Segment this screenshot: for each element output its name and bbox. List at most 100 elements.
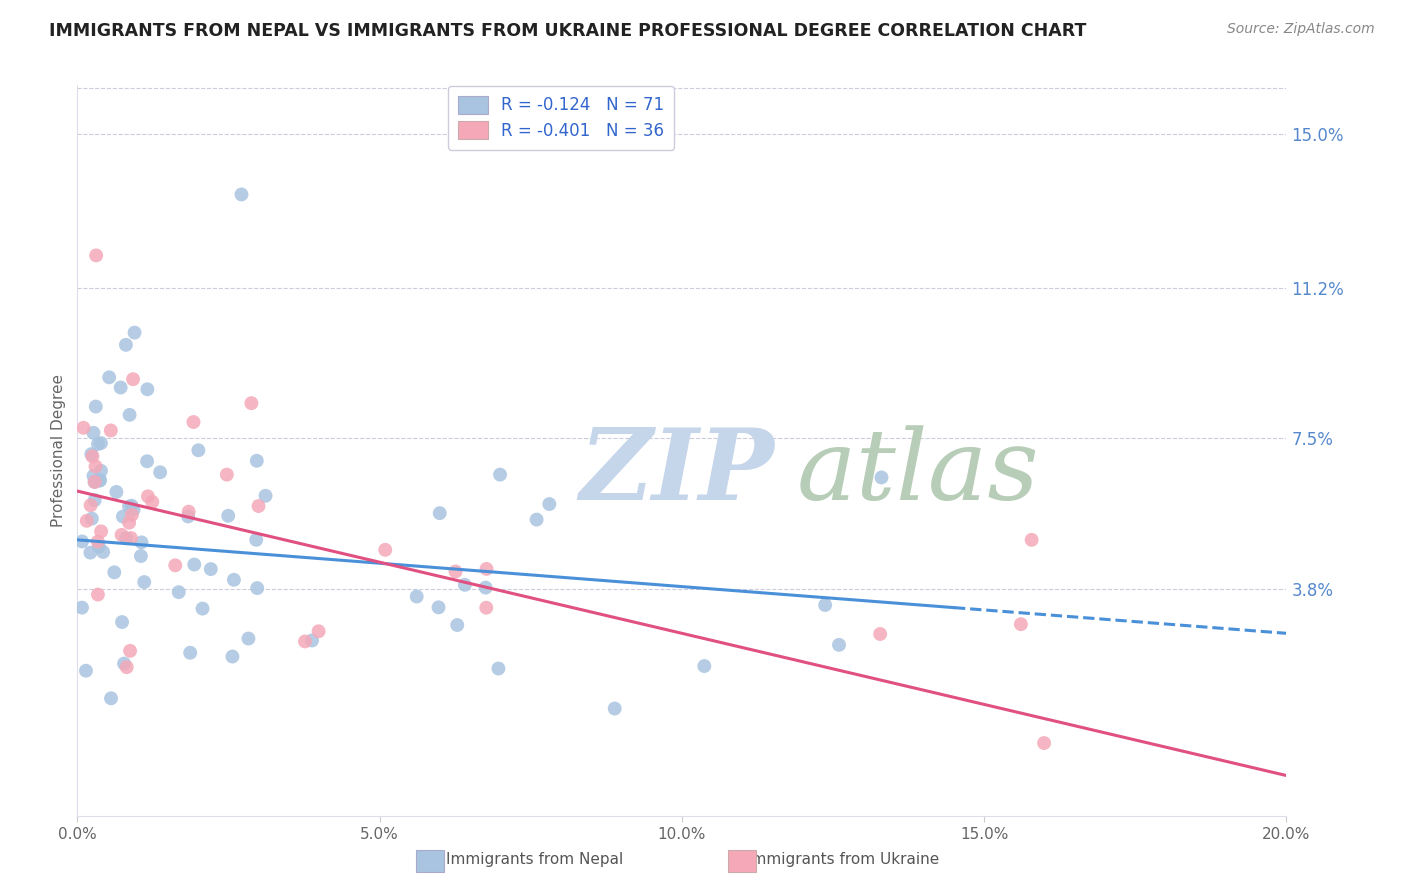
Point [136, 489, 159, 503]
Point [87, 534, 110, 549]
Point [124, 326, 146, 340]
Point [122, 372, 145, 386]
Point [1021, 533, 1043, 547]
Point [183, 415, 205, 429]
Text: Immigrants from Nepal: Immigrants from Nepal [446, 852, 623, 867]
Legend: R = -0.124   N = 71, R = -0.401   N = 36: R = -0.124 N = 71, R = -0.401 N = 36 [447, 86, 675, 150]
Point [187, 443, 209, 458]
Point [89, 474, 111, 488]
Point [76, 514, 98, 528]
Text: ZIP: ZIP [579, 425, 775, 521]
Point [115, 531, 138, 545]
Point [429, 506, 451, 520]
Point [121, 508, 143, 522]
Point [475, 562, 498, 576]
Point [84, 248, 107, 262]
Point [103, 566, 125, 580]
Point [489, 467, 512, 482]
Point [72, 421, 94, 435]
Point [110, 528, 132, 542]
Point [141, 495, 163, 509]
Point [89, 473, 111, 487]
Point [149, 465, 172, 479]
Point [121, 499, 143, 513]
Point [90, 436, 112, 450]
Point [828, 638, 851, 652]
Point [105, 484, 128, 499]
Point [814, 598, 837, 612]
Point [75, 664, 97, 678]
Point [87, 540, 110, 554]
Point [83, 475, 105, 489]
Point [87, 437, 110, 451]
Point [444, 565, 467, 579]
Point [111, 509, 134, 524]
Point [110, 380, 132, 394]
Point [446, 618, 468, 632]
Point [217, 508, 239, 523]
Point [79, 498, 101, 512]
Point [98, 370, 121, 384]
Point [165, 558, 187, 573]
Point [82, 468, 104, 483]
Point [84, 459, 107, 474]
Text: Source: ZipAtlas.com: Source: ZipAtlas.com [1227, 22, 1375, 37]
Point [308, 624, 330, 639]
Point [191, 601, 214, 615]
Point [115, 338, 138, 352]
Point [538, 497, 561, 511]
Point [82, 425, 104, 440]
Point [526, 512, 548, 526]
Point [70, 534, 93, 549]
Point [83, 493, 105, 508]
Point [118, 408, 141, 422]
Point [454, 578, 477, 592]
Point [83, 475, 105, 489]
Point [405, 590, 427, 604]
Point [869, 627, 891, 641]
Point [90, 464, 112, 478]
Point [84, 400, 107, 414]
FancyBboxPatch shape [416, 850, 444, 872]
Point [177, 509, 200, 524]
Point [131, 535, 153, 549]
Point [79, 546, 101, 560]
Point [183, 558, 205, 572]
Point [100, 691, 122, 706]
Point [118, 516, 141, 530]
Point [238, 632, 260, 646]
Point [80, 511, 103, 525]
Point [136, 454, 159, 468]
Point [603, 701, 626, 715]
Point [488, 661, 510, 675]
Point [301, 633, 323, 648]
Point [1010, 617, 1032, 632]
Point [294, 634, 316, 648]
Point [1033, 736, 1056, 750]
Point [427, 600, 450, 615]
Point [254, 489, 277, 503]
Point [200, 562, 222, 576]
Point [475, 600, 498, 615]
Point [111, 615, 134, 629]
Text: Immigrants from Ukraine: Immigrants from Ukraine [748, 852, 939, 867]
Point [222, 573, 245, 587]
FancyBboxPatch shape [728, 850, 756, 872]
Point [118, 500, 141, 514]
Point [870, 470, 893, 484]
Point [115, 660, 138, 674]
Point [134, 575, 156, 590]
Point [87, 588, 110, 602]
Point [80, 447, 103, 461]
Point [240, 396, 263, 410]
Point [167, 585, 190, 599]
Point [91, 545, 114, 559]
Point [374, 542, 396, 557]
Point [231, 187, 253, 202]
Point [100, 424, 122, 438]
Point [221, 649, 243, 664]
Point [246, 581, 269, 595]
Point [179, 646, 201, 660]
Point [136, 382, 159, 396]
Point [693, 659, 716, 673]
